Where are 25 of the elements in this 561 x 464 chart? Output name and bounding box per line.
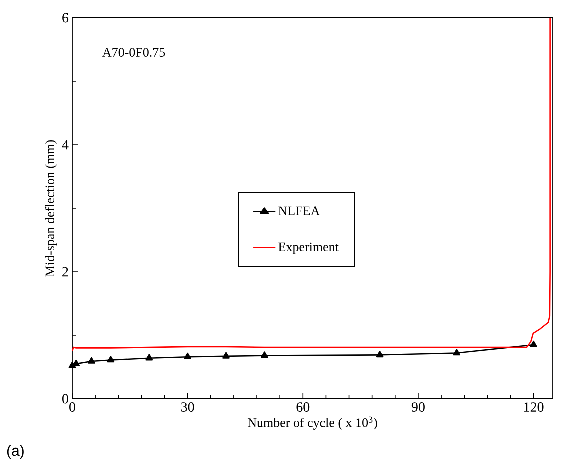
point <box>184 352 192 360</box>
point <box>107 356 115 363</box>
text: (a) <box>7 445 24 460</box>
legend-label: NLFEA <box>278 206 320 216</box>
y-tick-label: 4 <box>62 140 69 150</box>
annotation: A70-0F0.75 <box>102 48 166 58</box>
x-axis-title: Number of cycle ( x 10$^{3}$) <box>248 416 378 430</box>
y-tick-label: 0 <box>62 394 68 404</box>
x-tick-label: 30 <box>181 402 194 412</box>
point <box>261 352 268 358</box>
y-axis-title: Mid-span deflection (mm) <box>45 140 58 277</box>
x-tick-label: 60 <box>296 402 310 412</box>
point <box>88 357 96 364</box>
y-tick-label: 6 <box>62 13 69 23</box>
point <box>72 360 80 366</box>
y-tick-label: 2 <box>62 267 68 277</box>
point <box>530 340 538 348</box>
x-tick-label: 120 <box>524 402 544 412</box>
point <box>453 349 461 356</box>
legend-label: Experiment <box>278 242 339 254</box>
point <box>376 351 384 358</box>
point <box>146 354 154 361</box>
x-tick-label: 0 <box>70 402 76 412</box>
x-tick-label: 90 <box>412 402 425 412</box>
point <box>222 352 230 359</box>
